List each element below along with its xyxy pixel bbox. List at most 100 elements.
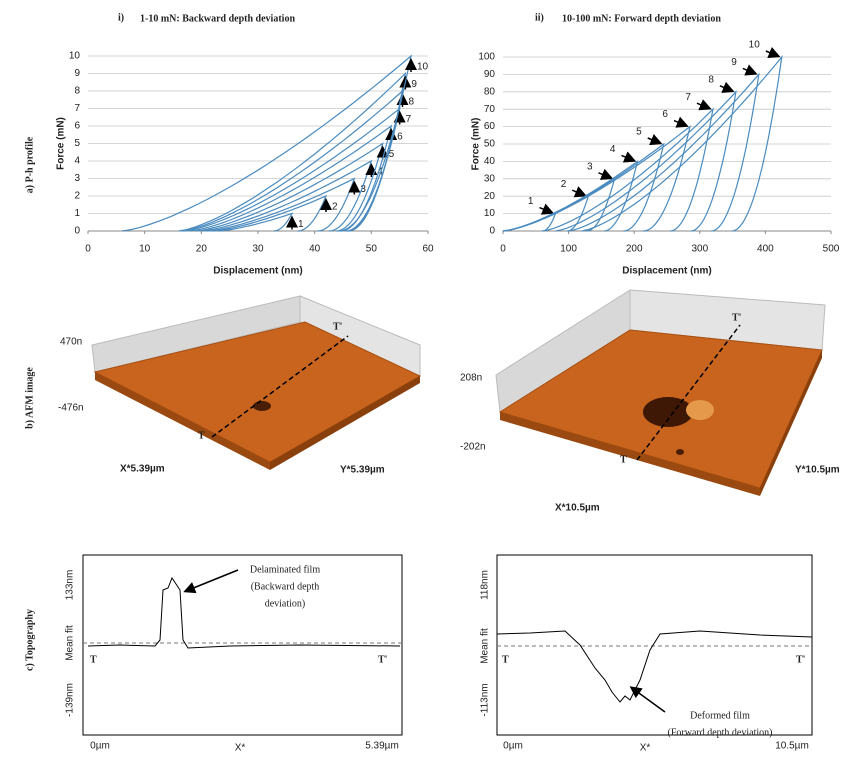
y-tick-label: 50 [484, 139, 496, 150]
afm-y-label: Y*10.5µm [795, 465, 840, 476]
ph-curve [206, 177, 356, 232]
y-tick-label: 8 [74, 86, 80, 97]
t-label: T' [333, 321, 343, 332]
cycle-label: 2 [332, 202, 338, 213]
ph-curve [542, 107, 714, 232]
arrow [598, 168, 614, 180]
topo-mean: Mean fit [480, 628, 491, 664]
topo-y-bottom: -113nm [480, 683, 491, 716]
annotation-arrow [183, 569, 239, 594]
row-label: a) P-h profile [24, 136, 35, 193]
ph-curve [502, 142, 665, 232]
cycle-label: 9 [411, 79, 417, 90]
topo-frame [496, 554, 813, 736]
cycle-label: 8 [708, 74, 714, 85]
y-tick-label: 60 [484, 121, 496, 132]
profile [496, 630, 813, 703]
ph-curve [212, 194, 328, 232]
row-label: c) Topography [24, 609, 35, 671]
annotation: (Forward depth deviation) [668, 727, 773, 738]
y-tick-label: 6 [74, 121, 80, 132]
y-tick-label: 4 [74, 156, 80, 167]
ph-curve [568, 72, 760, 232]
annotation: deviation) [265, 598, 306, 609]
y-tick-label: 10 [484, 208, 496, 219]
t-label: T' [378, 654, 388, 665]
cycle-label: 9 [731, 57, 737, 68]
arrow [539, 203, 555, 215]
x-tick-label: 10 [139, 244, 151, 255]
afm-x-label: X*5.39µm [120, 464, 165, 475]
y-tick-label: 40 [484, 156, 496, 167]
t-label: T' [796, 654, 806, 665]
cycle-label: 5 [636, 127, 642, 138]
ph-curve [555, 89, 737, 232]
x-tick-label: 200 [626, 244, 643, 255]
annotation: Deformed film [690, 710, 750, 721]
cycle-label: 6 [397, 132, 403, 143]
y-tick-label: 3 [74, 173, 80, 184]
t-label: T' [732, 312, 742, 323]
arrow [673, 116, 689, 128]
z-bottom: -476n [58, 403, 84, 414]
cycle-label: 8 [409, 97, 415, 108]
cycle-label: 6 [662, 109, 668, 120]
profile [87, 576, 401, 649]
ph-curve [195, 142, 384, 232]
topo-x-mid: X* [640, 743, 651, 754]
y-tick-label: 20 [484, 191, 496, 202]
cycle-label: 7 [685, 92, 691, 103]
ph-curve [502, 125, 691, 232]
topo-x-left: 0µm [503, 741, 523, 752]
cycle-label: 10 [749, 40, 761, 51]
topo-y-top: 133nm [65, 570, 76, 601]
x-tick-label: 30 [252, 244, 264, 255]
cycle-label: 10 [417, 62, 429, 73]
x-axis-label: Displacement (nm) [622, 266, 711, 277]
col-numeral: ii) [535, 12, 544, 23]
cycle-label: 4 [610, 144, 616, 155]
ph-curve [121, 54, 412, 232]
y-tick-label: 30 [484, 173, 496, 184]
y-tick-label: 9 [74, 68, 80, 79]
arrow [571, 186, 588, 198]
arrow [765, 47, 781, 59]
cycle-label: 1 [528, 196, 534, 207]
x-tick-label: 40 [309, 244, 321, 255]
topo-y-bottom: -139nm [65, 683, 76, 717]
cycle-label: 1 [298, 219, 304, 230]
y-tick-label: 90 [484, 69, 496, 80]
col-title: 1-10 mN: Backward depth deviation [140, 13, 295, 24]
cycle-label: 7 [406, 114, 412, 125]
x-tick-label: 50 [366, 244, 378, 255]
topo-y-top: 118nm [480, 570, 491, 600]
col-numeral: i) [118, 12, 124, 23]
ph-curve [201, 159, 373, 232]
t-label: T [198, 430, 205, 441]
y-tick-label: 10 [69, 51, 81, 62]
arrow [647, 134, 663, 146]
topo-mean: Mean fit [65, 625, 76, 661]
y-tick-label: 1 [74, 208, 80, 219]
x-tick-label: 500 [823, 244, 840, 255]
topo-x-right: 5.39µm [365, 741, 399, 752]
x-tick-label: 100 [560, 244, 577, 255]
t-label: T [502, 654, 509, 665]
t-label: T [620, 454, 627, 465]
arrow [621, 151, 637, 163]
topo-x-right: 10.5µm [775, 741, 809, 752]
arrow [719, 81, 735, 93]
afm-image [91, 295, 422, 470]
col-title: 10-100 mN: Forward depth deviation [562, 13, 721, 24]
y-tick-label: 5 [74, 138, 80, 149]
y-tick-label: 2 [74, 191, 80, 202]
afm-y-label: Y*5.39µm [340, 465, 385, 476]
x-tick-label: 0 [85, 244, 91, 255]
y-tick-label: 80 [484, 86, 496, 97]
cycle-label: 3 [360, 184, 366, 195]
y-axis-label: Force (mN) [471, 118, 482, 171]
annotation: Delaminated film [250, 564, 320, 575]
cycle-label: 2 [561, 179, 567, 190]
topo-x-mid: X* [235, 743, 246, 754]
